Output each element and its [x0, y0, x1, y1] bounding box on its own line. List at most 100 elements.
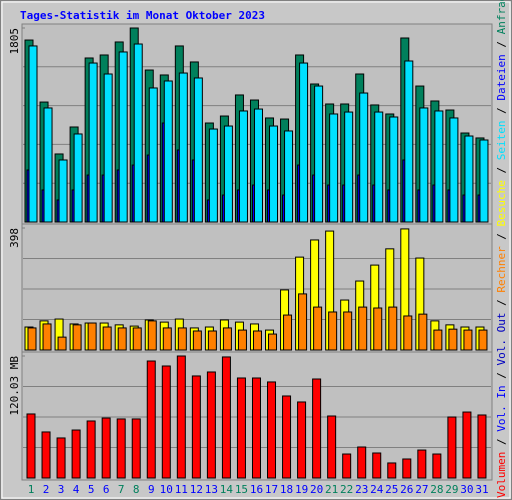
bar: [193, 77, 203, 223]
legend-separator: /: [495, 101, 508, 121]
legend-entry: Rechner: [495, 246, 508, 293]
bar: [178, 72, 188, 223]
bar: [208, 128, 218, 223]
legend-entry: Volumen: [495, 452, 508, 498]
bar: [72, 324, 82, 351]
bar: [358, 306, 368, 351]
legend-entry: Dateien: [495, 54, 508, 100]
bar: [449, 117, 459, 223]
bar: [192, 330, 202, 351]
bar: [464, 135, 474, 223]
bar: [73, 133, 83, 223]
bar: [389, 116, 399, 223]
x-tick-label: 3: [58, 483, 65, 496]
bar: [133, 43, 143, 223]
bar: [147, 320, 157, 351]
bar: [163, 80, 173, 223]
x-tick-label: 25: [385, 483, 398, 496]
x-tick-label: 4: [73, 483, 80, 496]
bar: [86, 420, 96, 479]
x-tick-label: 22: [340, 483, 353, 496]
bar: [222, 327, 232, 351]
x-tick-label: 18: [280, 483, 293, 496]
legend-separator: /: [495, 226, 508, 246]
x-tick-label: 6: [103, 483, 110, 496]
bar: [433, 329, 443, 351]
bar: [162, 327, 172, 351]
bar: [27, 327, 37, 351]
legend-entry: Anfragen: [495, 0, 508, 34]
bar: [283, 314, 293, 351]
bar: [388, 306, 398, 351]
legend: Volumen / Vol. In / Vol. Out / Rechner /…: [495, 0, 508, 498]
bar: [132, 327, 142, 351]
bar: [269, 125, 279, 223]
bar: [236, 377, 246, 479]
bar: [298, 293, 308, 351]
legend-separator: /: [495, 293, 508, 313]
chart-title: Tages-Statistik im Monat Oktober 2023: [20, 9, 265, 22]
bar: [447, 416, 457, 479]
bar: [206, 371, 216, 479]
bar: [251, 377, 261, 479]
x-tick-label: 14: [220, 483, 234, 496]
bar: [462, 411, 472, 479]
bar: [161, 365, 171, 479]
x-tick-label: 30: [460, 483, 473, 496]
bar: [344, 111, 354, 223]
bar: [102, 326, 112, 351]
x-tick-label: 20: [310, 483, 323, 496]
bar: [43, 107, 53, 223]
x-tick-label: 1: [28, 483, 35, 496]
x-tick-label: 16: [250, 483, 263, 496]
bar: [116, 418, 126, 479]
bar: [118, 51, 128, 223]
bar: [327, 415, 337, 479]
bar: [432, 453, 442, 479]
bar: [252, 330, 262, 351]
bar: [253, 108, 263, 223]
x-tick-label: 31: [475, 483, 488, 496]
legend-entry: Vol. Out: [495, 313, 508, 366]
bar: [282, 395, 292, 479]
x-tick-label: 19: [295, 483, 308, 496]
bar: [402, 458, 412, 479]
bar: [357, 446, 367, 479]
legend-entry: Vol. In: [495, 385, 508, 431]
x-tick-label: 13: [205, 483, 218, 496]
bar: [419, 107, 429, 223]
bar: [221, 356, 231, 479]
x-tick-label: 28: [430, 483, 443, 496]
bar: [177, 327, 187, 351]
x-tick-label: 12: [190, 483, 203, 496]
bar: [268, 333, 278, 351]
bar: [448, 328, 458, 351]
bar: [314, 85, 324, 223]
x-tick-label: 7: [118, 483, 125, 496]
bar: [343, 311, 353, 351]
bar: [329, 113, 339, 223]
x-tick-label: 26: [400, 483, 413, 496]
x-tick-label: 11: [175, 483, 188, 496]
bar: [103, 73, 113, 223]
legend-separator: /: [495, 366, 508, 386]
bar: [26, 413, 36, 479]
bar: [223, 125, 233, 223]
bar: [237, 329, 247, 351]
bar: [267, 381, 277, 479]
x-tick-label: 10: [160, 483, 173, 496]
bar: [328, 311, 338, 351]
bar: [312, 378, 322, 479]
x-tick-label: 27: [415, 483, 428, 496]
x-tick-label: 5: [88, 483, 95, 496]
bar: [313, 306, 323, 351]
bar: [373, 307, 383, 351]
bar: [57, 336, 67, 351]
bar: [148, 87, 158, 223]
bar: [131, 418, 141, 479]
legend-separator: /: [495, 432, 508, 452]
y-tick-label: 398: [8, 228, 21, 248]
y-tick-label: 1805: [8, 28, 21, 55]
